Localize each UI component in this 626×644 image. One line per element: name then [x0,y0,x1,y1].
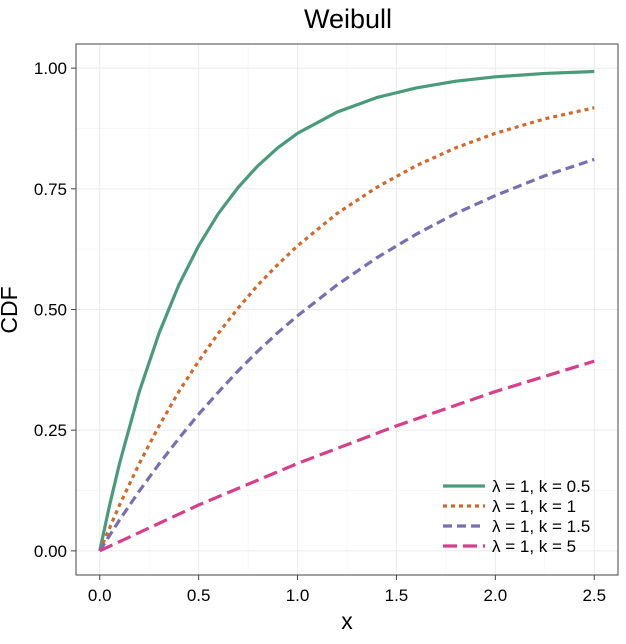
legend-label-1: λ = 1, k = 0.5 [492,477,590,496]
series-lines [98,69,595,553]
x-tick-label: 1.5 [385,586,409,605]
legend: λ = 1, k = 0.5λ = 1, k = 1λ = 1, k = 1.5… [443,477,590,556]
x-tick-label: 2.0 [484,586,508,605]
y-tick-label: 0.75 [34,180,67,199]
chart-title: Weibull [304,4,392,34]
series-line-2 [98,106,595,552]
y-tick-label: 0.25 [34,421,67,440]
series-line-4 [99,359,595,553]
x-axis: 0.0 0.5 1.0 1.5 2.0 2.5 [88,575,606,605]
y-axis-title: CDF [0,286,22,333]
y-tick-label: 0.00 [34,542,67,561]
y-tick-label: 1.00 [34,59,67,78]
x-tick-label: 0.0 [88,586,112,605]
x-tick-label: 0.5 [187,586,211,605]
y-tick-label: 0.50 [34,301,67,320]
x-tick-label: 1.0 [286,586,310,605]
x-axis-title: x [341,608,353,634]
x-tick-label: 2.5 [582,586,606,605]
y-axis: 0.00 0.25 0.50 0.75 1.00 [34,59,76,561]
legend-label-3: λ = 1, k = 1.5 [492,517,590,536]
legend-label-2: λ = 1, k = 1 [492,497,576,516]
series-line-1 [98,69,595,552]
series-line-3 [98,157,595,552]
legend-label-4: λ = 1, k = 5 [492,537,576,556]
